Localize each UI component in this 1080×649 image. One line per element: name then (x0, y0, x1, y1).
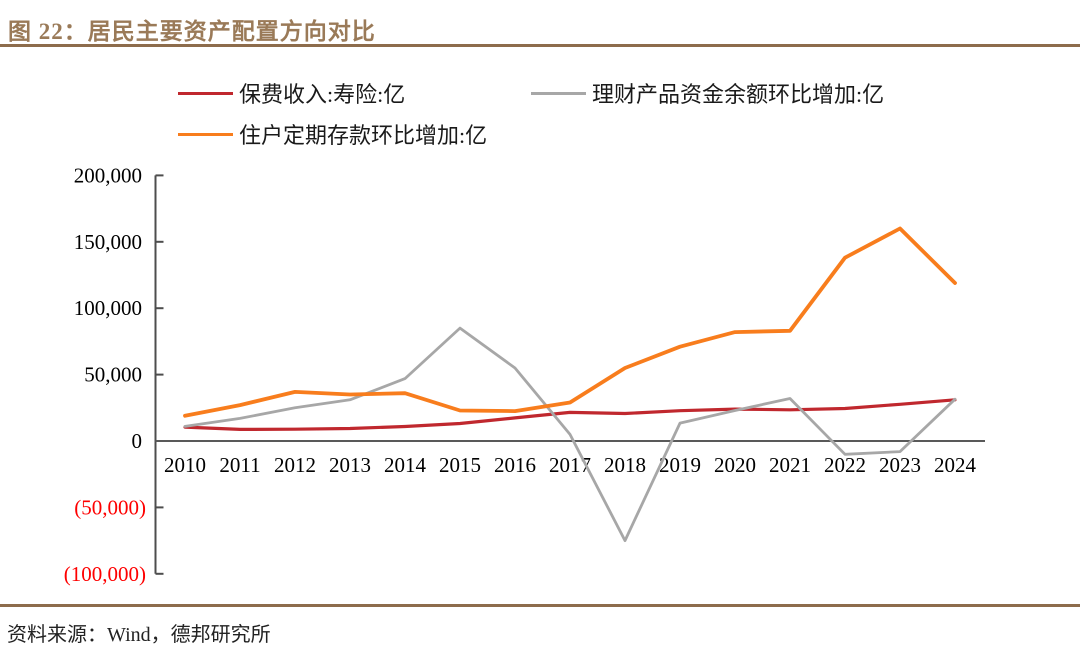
x-tick-label: 2021 (769, 453, 811, 477)
x-tick-label: 2018 (604, 453, 646, 477)
y-tick-label: (100,000) (64, 562, 146, 586)
y-tick-label: 0 (132, 429, 143, 453)
y-tick-label: 50,000 (84, 363, 142, 387)
x-tick-label: 2023 (879, 453, 921, 477)
series-line-2 (183, 226, 957, 418)
source-rule (0, 604, 1080, 607)
series-line-1 (183, 326, 957, 542)
x-tick-label: 2020 (714, 453, 756, 477)
y-tick-label: 100,000 (74, 296, 142, 320)
x-tick-label: 2015 (439, 453, 481, 477)
x-tick-label: 2016 (494, 453, 536, 477)
y-tick-label: 150,000 (74, 230, 142, 254)
y-tick-label: (50,000) (74, 495, 146, 519)
legend-swatch-gray (531, 91, 586, 95)
legend-label: 住户定期存款环比增加:亿 (239, 123, 488, 148)
title-rule (0, 44, 1080, 47)
series-line-0 (183, 398, 957, 431)
x-tick-label: 2022 (824, 453, 866, 477)
legend-item-time-deposit: 住户定期存款环比增加:亿 (178, 118, 487, 150)
x-tick-label: 2017 (549, 453, 591, 477)
x-tick-label: 2013 (329, 453, 371, 477)
y-tick-label: 200,000 (74, 163, 142, 187)
x-tick-label: 2014 (384, 453, 427, 477)
source-text: 资料来源：Wind，德邦研究所 (7, 624, 271, 646)
figure-title: 图 22：居民主要资产配置方向对比 (8, 19, 376, 44)
legend-label: 保费收入:寿险:亿 (239, 82, 406, 107)
legend-item-life-premium: 保费收入:寿险:亿 (178, 77, 405, 109)
legend-item-wealth-mgmt: 理财产品资金余额环比增加:亿 (531, 77, 884, 109)
x-tick-label: 2024 (934, 453, 977, 477)
x-tick-label: 2010 (164, 453, 206, 477)
x-tick-label: 2012 (274, 453, 316, 477)
legend-label: 理财产品资金余额环比增加:亿 (592, 82, 885, 107)
x-tick-label: 2011 (219, 453, 260, 477)
legend-swatch-red (178, 91, 233, 95)
x-tick-label: 2019 (659, 453, 701, 477)
legend-swatch-orange (178, 132, 233, 136)
